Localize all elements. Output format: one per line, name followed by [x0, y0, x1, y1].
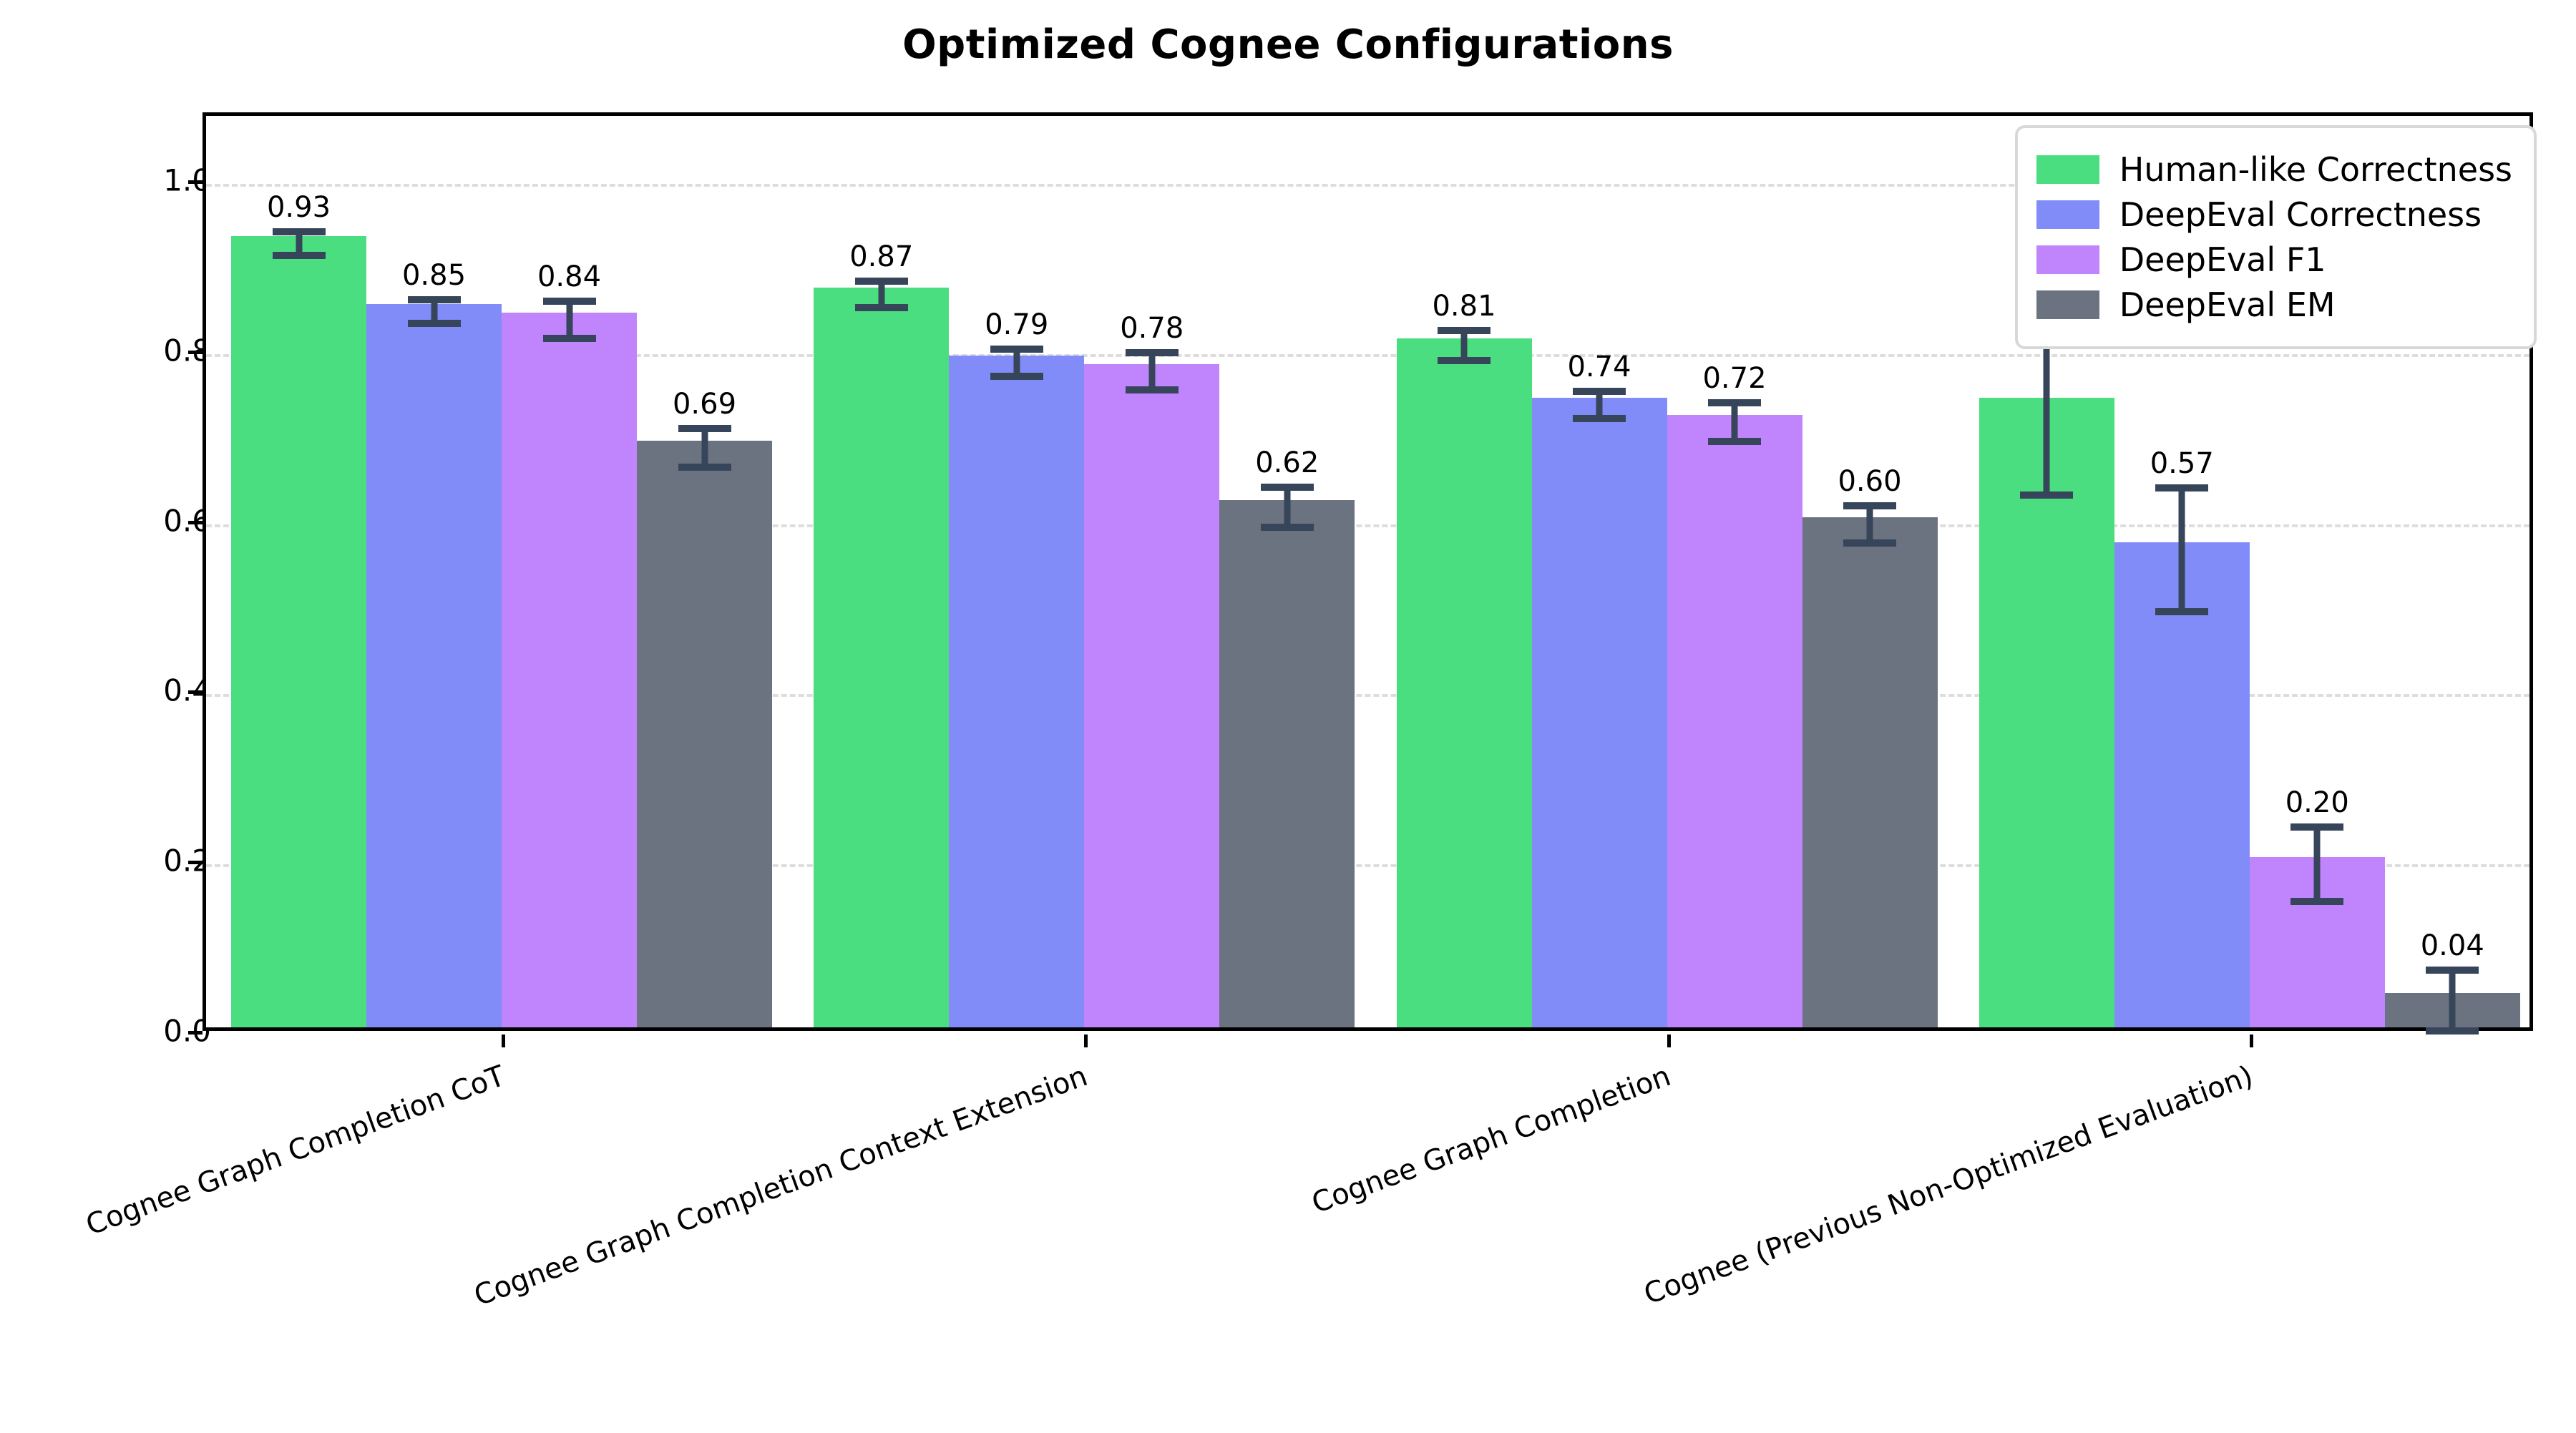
y-axis-tick-mark: [188, 690, 203, 695]
x-axis-tick-label: Cognee Graph Completion Context Extensio…: [469, 1060, 1092, 1313]
bar[interactable]: [1979, 398, 2114, 1027]
bar-value-label: 0.74: [1567, 351, 1631, 384]
bar[interactable]: [2114, 542, 2250, 1027]
error-bar: [2114, 484, 2250, 615]
x-axis-tick-mark: [502, 1035, 505, 1047]
bar-value-label: 0.69: [672, 387, 737, 421]
chart-title: Optimized Cognee Configurations: [902, 21, 1674, 68]
bar[interactable]: [637, 440, 772, 1027]
bar-value-label: 0.20: [2285, 786, 2349, 820]
bar-value-label: 0.85: [401, 259, 467, 293]
gridline: [206, 524, 2529, 527]
bar-value-label: 0.81: [1432, 289, 1496, 323]
legend-item-label: Human-like Correctness: [2119, 150, 2512, 189]
bar-value-label: 0.78: [1120, 311, 1184, 345]
gridline: [206, 694, 2529, 698]
error-bar: [1397, 326, 1532, 365]
legend-item[interactable]: DeepEval EM: [2036, 285, 2512, 324]
error-bar: [1802, 502, 1938, 547]
bar-value-label: 0.87: [849, 240, 914, 273]
bar-value-label: 0.62: [1255, 446, 1319, 479]
x-axis-tick-mark: [1084, 1035, 1088, 1047]
error-bar: [231, 228, 366, 259]
plot-area: 0.93 0.85 0.84 0.69 0.87 0.79 0.78 0.62 0.81 0.74…: [203, 112, 2533, 1047]
legend-item[interactable]: Human-like Correctness: [2036, 150, 2512, 189]
bar[interactable]: [366, 304, 502, 1027]
x-axis-tick-mark: [2249, 1035, 2253, 1047]
error-bar: [1084, 348, 1219, 393]
bar-value-label: 0.72: [1702, 361, 1767, 395]
legend-item-label: DeepEval Correctness: [2119, 195, 2482, 234]
bar-value-label: 0.84: [537, 260, 602, 294]
error-bar: [1219, 483, 1355, 532]
bar-value-label: 0.60: [1838, 464, 1902, 498]
bar-value-label: 0.93: [266, 190, 331, 224]
y-axis-tick-mark: [188, 180, 203, 185]
chart-legend: Human-like Correctness DeepEval Correctne…: [2014, 125, 2537, 349]
bar[interactable]: [1396, 338, 1532, 1027]
bar-value-label: 0.57: [2150, 446, 2214, 480]
gridline: [206, 184, 2529, 187]
gridline: [206, 864, 2529, 868]
bar[interactable]: [231, 236, 366, 1027]
legend-item-label: DeepEval EM: [2119, 285, 2336, 324]
y-axis-tick-mark: [188, 350, 203, 354]
legend-item[interactable]: DeepEval Correctness: [2036, 195, 2512, 234]
plot-inner: 0.93 0.85 0.84 0.69 0.87 0.79 0.78 0.62 0.81 0.74…: [206, 116, 2529, 1047]
x-axis-tick-mark: [1667, 1035, 1671, 1047]
x-axis-tick-label: Cognee (Previous Non-Optimized Evaluatio…: [1639, 1060, 2258, 1311]
bar[interactable]: [814, 287, 950, 1027]
error-bar: [2385, 966, 2520, 1035]
error-bar: [637, 424, 772, 471]
bar-value-label: 0.04: [2420, 929, 2484, 962]
error-bar: [814, 277, 949, 312]
legend-swatch-icon: [2036, 290, 2099, 319]
legend-item-label: DeepEval F1: [2119, 240, 2326, 279]
error-bar: [366, 296, 502, 327]
gridline: [206, 353, 2529, 357]
bar[interactable]: [949, 355, 1085, 1027]
legend-swatch-icon: [2036, 245, 2099, 274]
chart-figure: Optimized Cognee Configurations Score 0.…: [82, 21, 2537, 1313]
bar[interactable]: [502, 313, 637, 1027]
error-bar: [949, 346, 1084, 380]
legend-swatch-icon: [2036, 155, 2099, 184]
bar[interactable]: [1084, 363, 1220, 1027]
error-bar: [502, 298, 637, 343]
y-axis-tick-mark: [188, 1031, 203, 1035]
error-bar: [1532, 388, 1667, 422]
error-bar: [2250, 823, 2385, 906]
legend-item[interactable]: DeepEval F1: [2036, 240, 2512, 279]
legend-swatch-icon: [2036, 200, 2099, 229]
bar[interactable]: [1802, 517, 1938, 1027]
x-axis-tick-label: Cognee Graph Completion: [1307, 1060, 1675, 1221]
bar-value-label: 0.79: [985, 308, 1049, 341]
bar[interactable]: [1667, 415, 1802, 1027]
y-axis-tick-mark: [188, 520, 203, 524]
bar[interactable]: [1531, 398, 1667, 1027]
y-axis-tick-mark: [188, 861, 203, 865]
error-bar: [1667, 398, 1802, 446]
bar[interactable]: [1219, 499, 1355, 1027]
